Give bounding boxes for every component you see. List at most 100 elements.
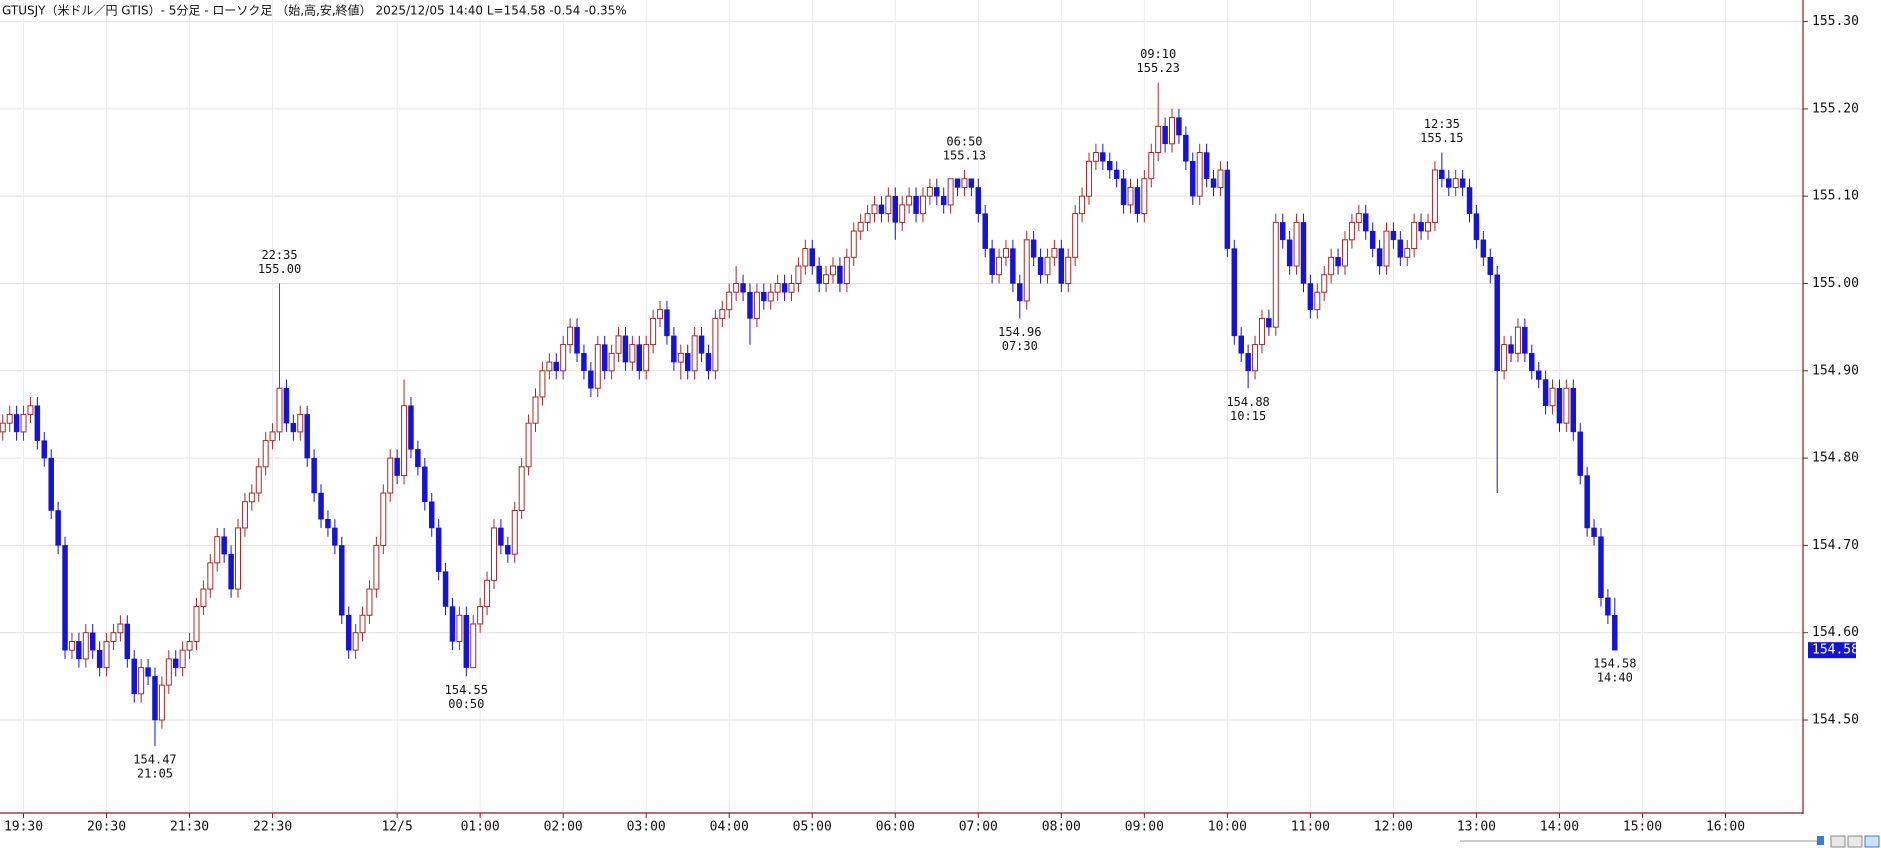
candle-body	[442, 571, 449, 607]
scrollbar[interactable]	[1460, 836, 1824, 845]
candle-body	[1196, 152, 1203, 197]
candle-body	[428, 501, 435, 529]
annotation-price: 154.55	[445, 683, 488, 697]
candle-body	[1203, 152, 1210, 179]
x-tick-label: 16:00	[1706, 820, 1745, 835]
candle-body	[380, 492, 387, 546]
candle-body	[1514, 326, 1521, 354]
candle-body	[186, 640, 193, 651]
candle-body	[1141, 178, 1148, 215]
candle-body	[761, 291, 767, 302]
candle-body	[698, 335, 705, 354]
annotation-price: 155.13	[943, 148, 986, 162]
candle-body	[816, 265, 822, 284]
fit-button[interactable]	[1864, 835, 1880, 848]
zoom-out-button[interactable]	[1830, 835, 1846, 848]
candle-body	[1307, 283, 1314, 310]
candle-body	[657, 309, 664, 319]
candle-body	[103, 640, 110, 669]
candle-body	[1002, 248, 1009, 258]
candle-body	[1591, 527, 1597, 537]
candle-body	[1473, 213, 1480, 241]
candle-body	[1072, 213, 1079, 258]
candle-body	[1190, 161, 1196, 197]
chart-title: GTUSJY（米ドル／円 GTIS）- 5分足 - ローソク足 （始,高,安,終…	[2, 3, 627, 18]
candle-body	[885, 195, 892, 215]
candle-body	[505, 545, 511, 555]
candle-body	[449, 606, 456, 642]
candle-body	[857, 221, 864, 232]
candle-body	[1058, 248, 1065, 284]
candle-body	[1183, 134, 1189, 162]
candle-body	[193, 606, 200, 642]
candle-body	[498, 527, 504, 546]
y-tick-label: 154.80	[1812, 451, 1859, 466]
annotation-time: 21:05	[137, 767, 173, 781]
candle-body	[138, 667, 145, 695]
candle-body	[1051, 248, 1058, 258]
candle-body	[422, 466, 428, 503]
candle-body	[89, 632, 96, 651]
candle-body	[622, 335, 629, 363]
candle-body	[961, 178, 968, 188]
candle-body	[1480, 239, 1487, 258]
candle-body	[601, 344, 608, 372]
candle-body	[1542, 379, 1549, 406]
candle-body	[1224, 169, 1231, 249]
candle-body	[525, 422, 532, 468]
candle-body	[1535, 370, 1542, 380]
candle-body	[1017, 283, 1023, 302]
scroll-thumb[interactable]	[1817, 836, 1824, 845]
candle-body	[608, 352, 615, 372]
x-tick-label: 06:00	[876, 820, 915, 835]
zoom-in-button[interactable]	[1847, 835, 1863, 848]
candle-body	[1466, 187, 1473, 214]
candle-body	[145, 667, 151, 677]
candle-body	[615, 335, 622, 354]
y-tick-label: 154.60	[1812, 625, 1859, 640]
candle-body	[1390, 230, 1397, 241]
candle-body	[76, 641, 82, 660]
candle-body	[1079, 195, 1086, 215]
candle-body	[1258, 317, 1265, 346]
candle-body	[55, 510, 61, 546]
candle-body	[1584, 475, 1590, 529]
candle-body	[96, 649, 103, 668]
candle-body	[1127, 186, 1134, 206]
candle-body	[1598, 536, 1604, 599]
candle-body	[1266, 318, 1272, 328]
candle-body	[207, 562, 214, 590]
candle-body	[1120, 178, 1127, 206]
candle-body	[671, 335, 677, 363]
candle-body	[1459, 178, 1466, 188]
candle-body	[1065, 256, 1072, 284]
candle-body	[1383, 230, 1390, 267]
candle-body	[165, 658, 172, 686]
candle-body	[594, 344, 601, 389]
candle-body	[899, 204, 906, 223]
candle-body	[332, 527, 338, 546]
candle-body	[1556, 388, 1563, 424]
x-tick-label: 05:00	[793, 820, 832, 835]
candle-body	[214, 536, 221, 564]
candle-body	[276, 387, 283, 433]
last-price-label: 154.58	[1812, 643, 1859, 658]
candle-body	[574, 326, 580, 354]
candle-body	[643, 344, 650, 372]
candle-body	[954, 178, 961, 188]
candle-body	[747, 291, 753, 319]
candle-body	[947, 178, 954, 206]
candle-body	[41, 440, 48, 459]
x-tick-label: 02:00	[544, 820, 583, 835]
candle-body	[415, 449, 421, 468]
candle-body	[1238, 335, 1244, 354]
candle-body	[560, 344, 567, 372]
candle-body	[172, 658, 179, 668]
candle-body	[6, 413, 13, 424]
candle-body	[366, 588, 373, 616]
annotation-price: 155.00	[258, 262, 301, 276]
candle-body	[864, 213, 871, 223]
candle-body	[1605, 597, 1611, 616]
candle-body	[830, 265, 836, 276]
candle-body	[892, 195, 899, 223]
